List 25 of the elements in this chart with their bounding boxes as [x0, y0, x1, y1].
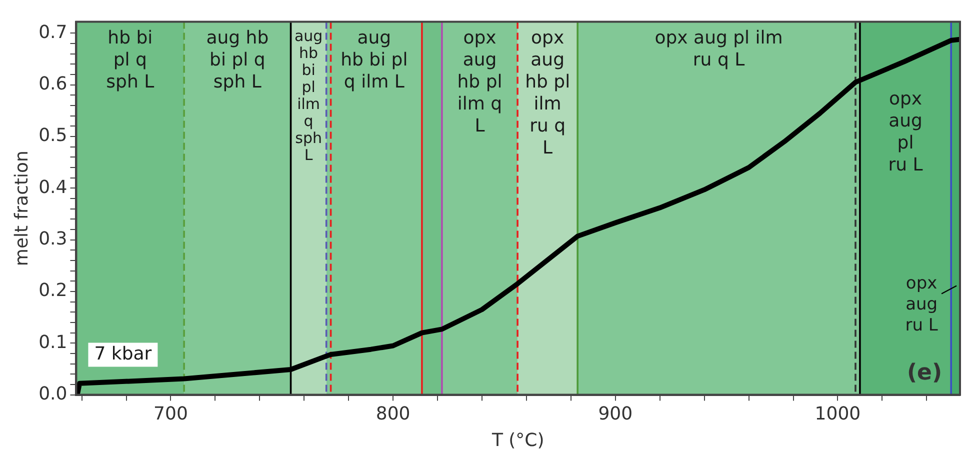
band-label: aug hb bi pl q ilm L: [340, 27, 408, 92]
band-label: opx aug hb pl ilm q L: [457, 27, 502, 136]
y-tick-label: 0.1: [38, 332, 68, 353]
band-label: hb bi pl q sph L: [106, 27, 154, 92]
band-label: opx aug hb pl ilm ru q L: [525, 27, 570, 158]
band-label: opx aug pl ru L: [888, 88, 923, 176]
y-tick-label: 0.7: [38, 22, 68, 43]
y-tick-label: 0.3: [38, 228, 68, 250]
band-label: aug hb bi pl ilm q sph L: [294, 27, 323, 164]
x-tick-label: 900: [598, 403, 633, 424]
y-tick-label: 0.6: [38, 74, 68, 94]
y-tick-label: 0.2: [38, 280, 68, 302]
y-tick-label: 0.4: [38, 176, 68, 198]
y-tick-label: 0.5: [38, 125, 68, 146]
x-tick-label: 1000: [814, 403, 861, 424]
x-tick-label: 800: [376, 403, 410, 424]
annotation: opx aug ru L: [905, 274, 938, 336]
band-label: aug hb bi pl q sph L: [206, 27, 269, 92]
annotation: 7 kbar: [94, 343, 152, 364]
x-tick-label: 700: [154, 403, 188, 424]
annotation: (e): [906, 360, 942, 386]
x-axis-title: T (°C): [490, 430, 544, 451]
y-tick-label: 0.0: [38, 383, 68, 404]
y-axis-title: melt fraction: [11, 150, 32, 266]
band-label: opx aug pl ilm ru q L: [654, 27, 783, 70]
